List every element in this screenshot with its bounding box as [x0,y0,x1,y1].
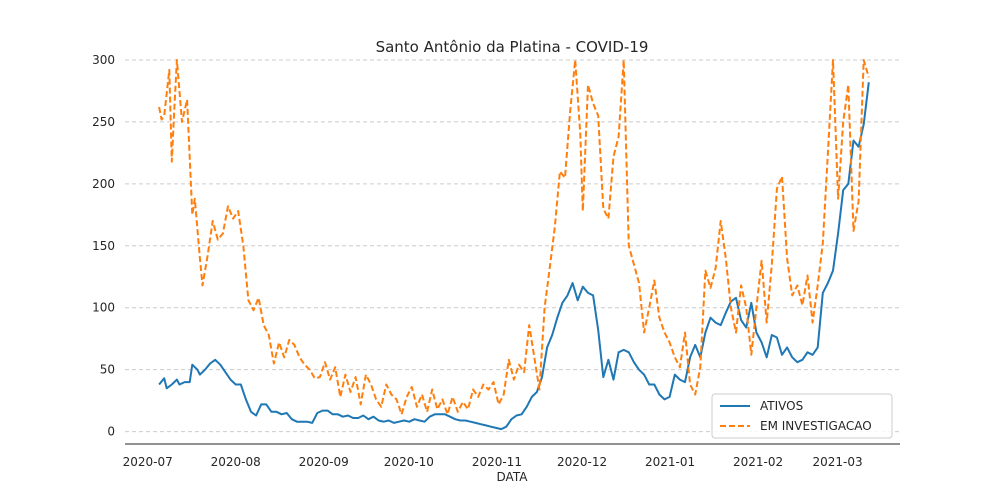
x-tick-labels: 2020-07 2020-08 2020-09 2020-10 2020-11 2020-… [123,455,863,469]
gridlines [125,59,900,433]
y-tick-label: 200 [92,177,115,191]
series-layer [158,59,870,431]
x-tick-label: 2020-10 [384,455,434,469]
x-axis-label: DATA [497,470,529,484]
y-tick-label: 0 [107,425,115,439]
y-tick-label: 50 [100,363,115,377]
x-tick-label: 2020-09 [299,455,349,469]
y-tick-label: 250 [92,115,115,129]
legend-label-em-investigacao: EM INVESTIGACAO [760,419,872,433]
series-line-em-investigacao [158,59,870,416]
chart-title: Santo Antônio da Platina - COVID-19 [376,38,649,56]
x-tick-label: 2020-11 [472,455,522,469]
x-tick-label: 2020-12 [557,455,607,469]
y-tick-label: 100 [92,301,115,315]
x-tick-label: 2020-08 [211,455,261,469]
legend-box [711,393,893,439]
x-tick-label: 2021-02 [733,455,783,469]
y-tick-labels: 0 50 100 150 200 250 300 [92,53,115,439]
x-tick-label: 2021-01 [645,455,695,469]
x-tick-label: 2021-03 [812,455,862,469]
legend-label-ativos: ATIVOS [760,399,803,413]
legend: ATIVOS EM INVESTIGACAO [711,393,893,439]
series-line-ativos [158,82,870,431]
y-tick-label: 300 [92,53,115,67]
y-tick-label: 150 [92,239,115,253]
x-tick-label: 2020-07 [123,455,173,469]
